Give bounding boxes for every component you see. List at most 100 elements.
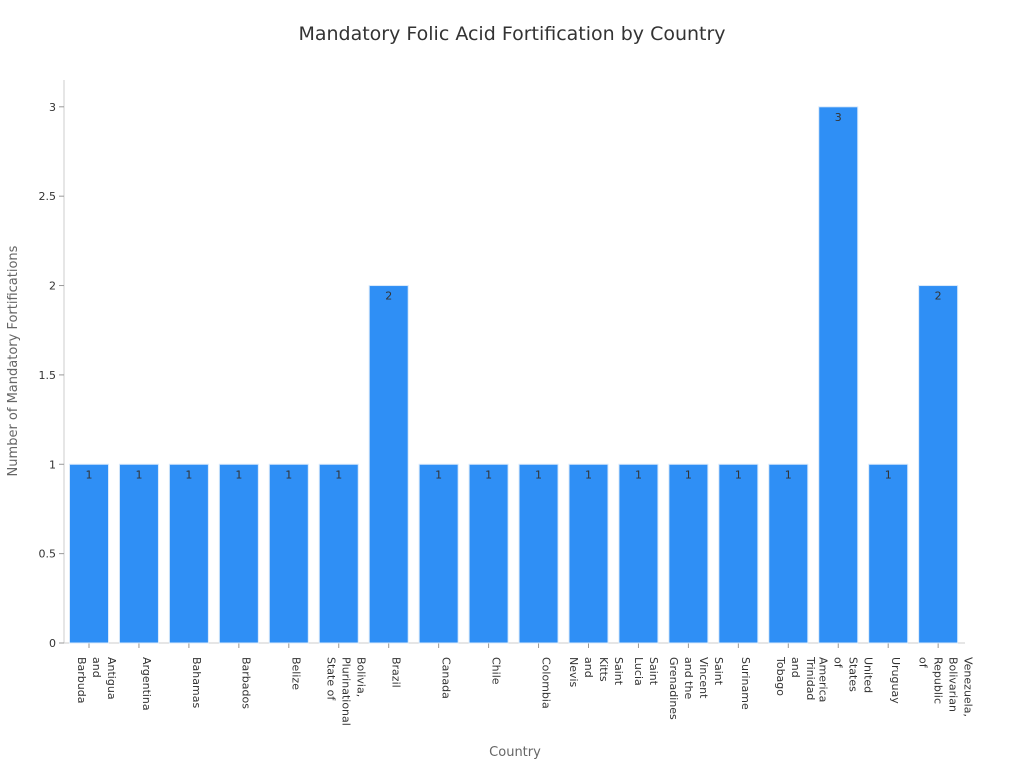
x-tick-label-line: America (817, 657, 830, 702)
x-tick-label-line: Tobago (774, 656, 787, 696)
x-tick-label-line: Nevis (567, 657, 580, 688)
x-tick-label: Suriname (739, 657, 752, 710)
x-tick-label-line: Uruguay (889, 657, 902, 704)
y-axis-title: Number of Mandatory Fortifications (6, 245, 21, 476)
x-tick-label-line: Bolivia, (355, 657, 368, 697)
data-label: 1 (685, 468, 692, 481)
x-tick-label-line: Colombia (539, 657, 552, 709)
data-label: 1 (135, 468, 142, 481)
x-tick-label-line: Antigua (105, 657, 118, 700)
x-tick-label-line: and (582, 657, 595, 678)
x-tick-label-line: States (847, 657, 860, 692)
y-axis: 0 0.5 1 1.5 2 2.5 3 (39, 80, 65, 650)
data-label: 3 (835, 111, 842, 124)
x-tick-label-line: Chile (489, 657, 502, 685)
data-label: 1 (535, 468, 542, 481)
bar (69, 463, 109, 644)
x-tick-label: Canada (439, 657, 452, 699)
x-tick-label-line: and the (682, 657, 695, 699)
data-label: 1 (485, 468, 492, 481)
bar (168, 463, 209, 644)
x-tick-label-line: Lucia (632, 657, 645, 686)
x-tick-label: Belize (290, 657, 303, 690)
x-tick-label-line: Republic (932, 657, 945, 704)
x-tick-label-line: Saint (647, 657, 660, 686)
bar (918, 285, 959, 644)
x-tick-label-line: Plurinational (340, 657, 353, 726)
bar (618, 463, 659, 644)
x-tick-label-line: Belize (290, 657, 303, 690)
bar (118, 463, 159, 644)
data-label: 1 (885, 468, 892, 481)
y-tick-label: 3 (49, 101, 56, 114)
chart-title: Mandatory Folic Acid Fortification by Co… (298, 23, 725, 45)
x-tick-label-line: Kitts (597, 657, 610, 682)
x-tick-label-line: and (789, 657, 802, 678)
bar (718, 463, 759, 644)
y-tick-label: 2.5 (39, 190, 57, 203)
x-tick-label: Brazil (390, 657, 403, 688)
data-label: 1 (335, 468, 342, 481)
x-tick-label-line: United (862, 657, 875, 693)
x-tick-label-line: Barbados (240, 657, 253, 709)
bar (368, 285, 409, 644)
bar (268, 463, 309, 644)
bars (69, 106, 959, 644)
y-tick-label: 2 (49, 280, 56, 293)
bar (568, 463, 609, 644)
x-tick-label-line: Bolivarian (947, 657, 960, 712)
data-labels: 1 1 1 1 1 1 2 1 1 1 1 1 1 1 1 3 1 2 (86, 111, 942, 481)
bar (518, 463, 559, 644)
bar (318, 463, 359, 644)
y-tick-label: 1.5 (39, 369, 57, 382)
y-tick-label: 0.5 (39, 548, 57, 561)
y-tick-label: 1 (49, 458, 56, 471)
y-tick-label: 0 (49, 637, 56, 650)
x-tick-label: Bahamas (190, 657, 203, 708)
data-label: 1 (635, 468, 642, 481)
x-tick-label: Chile (489, 657, 502, 685)
x-tick-label-line: and (90, 657, 103, 678)
data-label: 2 (935, 290, 942, 303)
data-label: 1 (785, 468, 792, 481)
x-tick-label-line: Venezuela, (962, 657, 975, 717)
x-tick-label-line: State of (325, 657, 338, 701)
x-tick-label: Colombia (539, 657, 552, 709)
data-label: 1 (235, 468, 242, 481)
data-label: 1 (585, 468, 592, 481)
x-tick-label-line: of (832, 657, 845, 669)
bar (818, 106, 859, 644)
x-tick-label-line: Saint (612, 657, 625, 686)
data-label: 1 (435, 468, 442, 481)
data-label: 2 (385, 290, 392, 303)
x-tick-label-line: Saint (712, 657, 725, 686)
x-tick-label-line: Brazil (390, 657, 403, 688)
x-tick-label-line: of (917, 657, 930, 669)
bar (218, 463, 259, 644)
data-label: 1 (285, 468, 292, 481)
bar (668, 463, 709, 644)
bar (468, 463, 509, 644)
bar (768, 463, 809, 644)
x-tick-label-line: Suriname (739, 657, 752, 710)
x-axis-title: Country (489, 745, 541, 760)
bar (418, 463, 459, 644)
x-tick-label-line: Argentina (140, 657, 153, 711)
data-label: 1 (86, 468, 93, 481)
x-tick-label-line: Barbuda (75, 657, 88, 704)
data-label: 1 (735, 468, 742, 481)
bar (868, 463, 909, 644)
x-tick-label-line: Trinidad (804, 656, 817, 700)
x-tick-label: Uruguay (889, 657, 902, 704)
